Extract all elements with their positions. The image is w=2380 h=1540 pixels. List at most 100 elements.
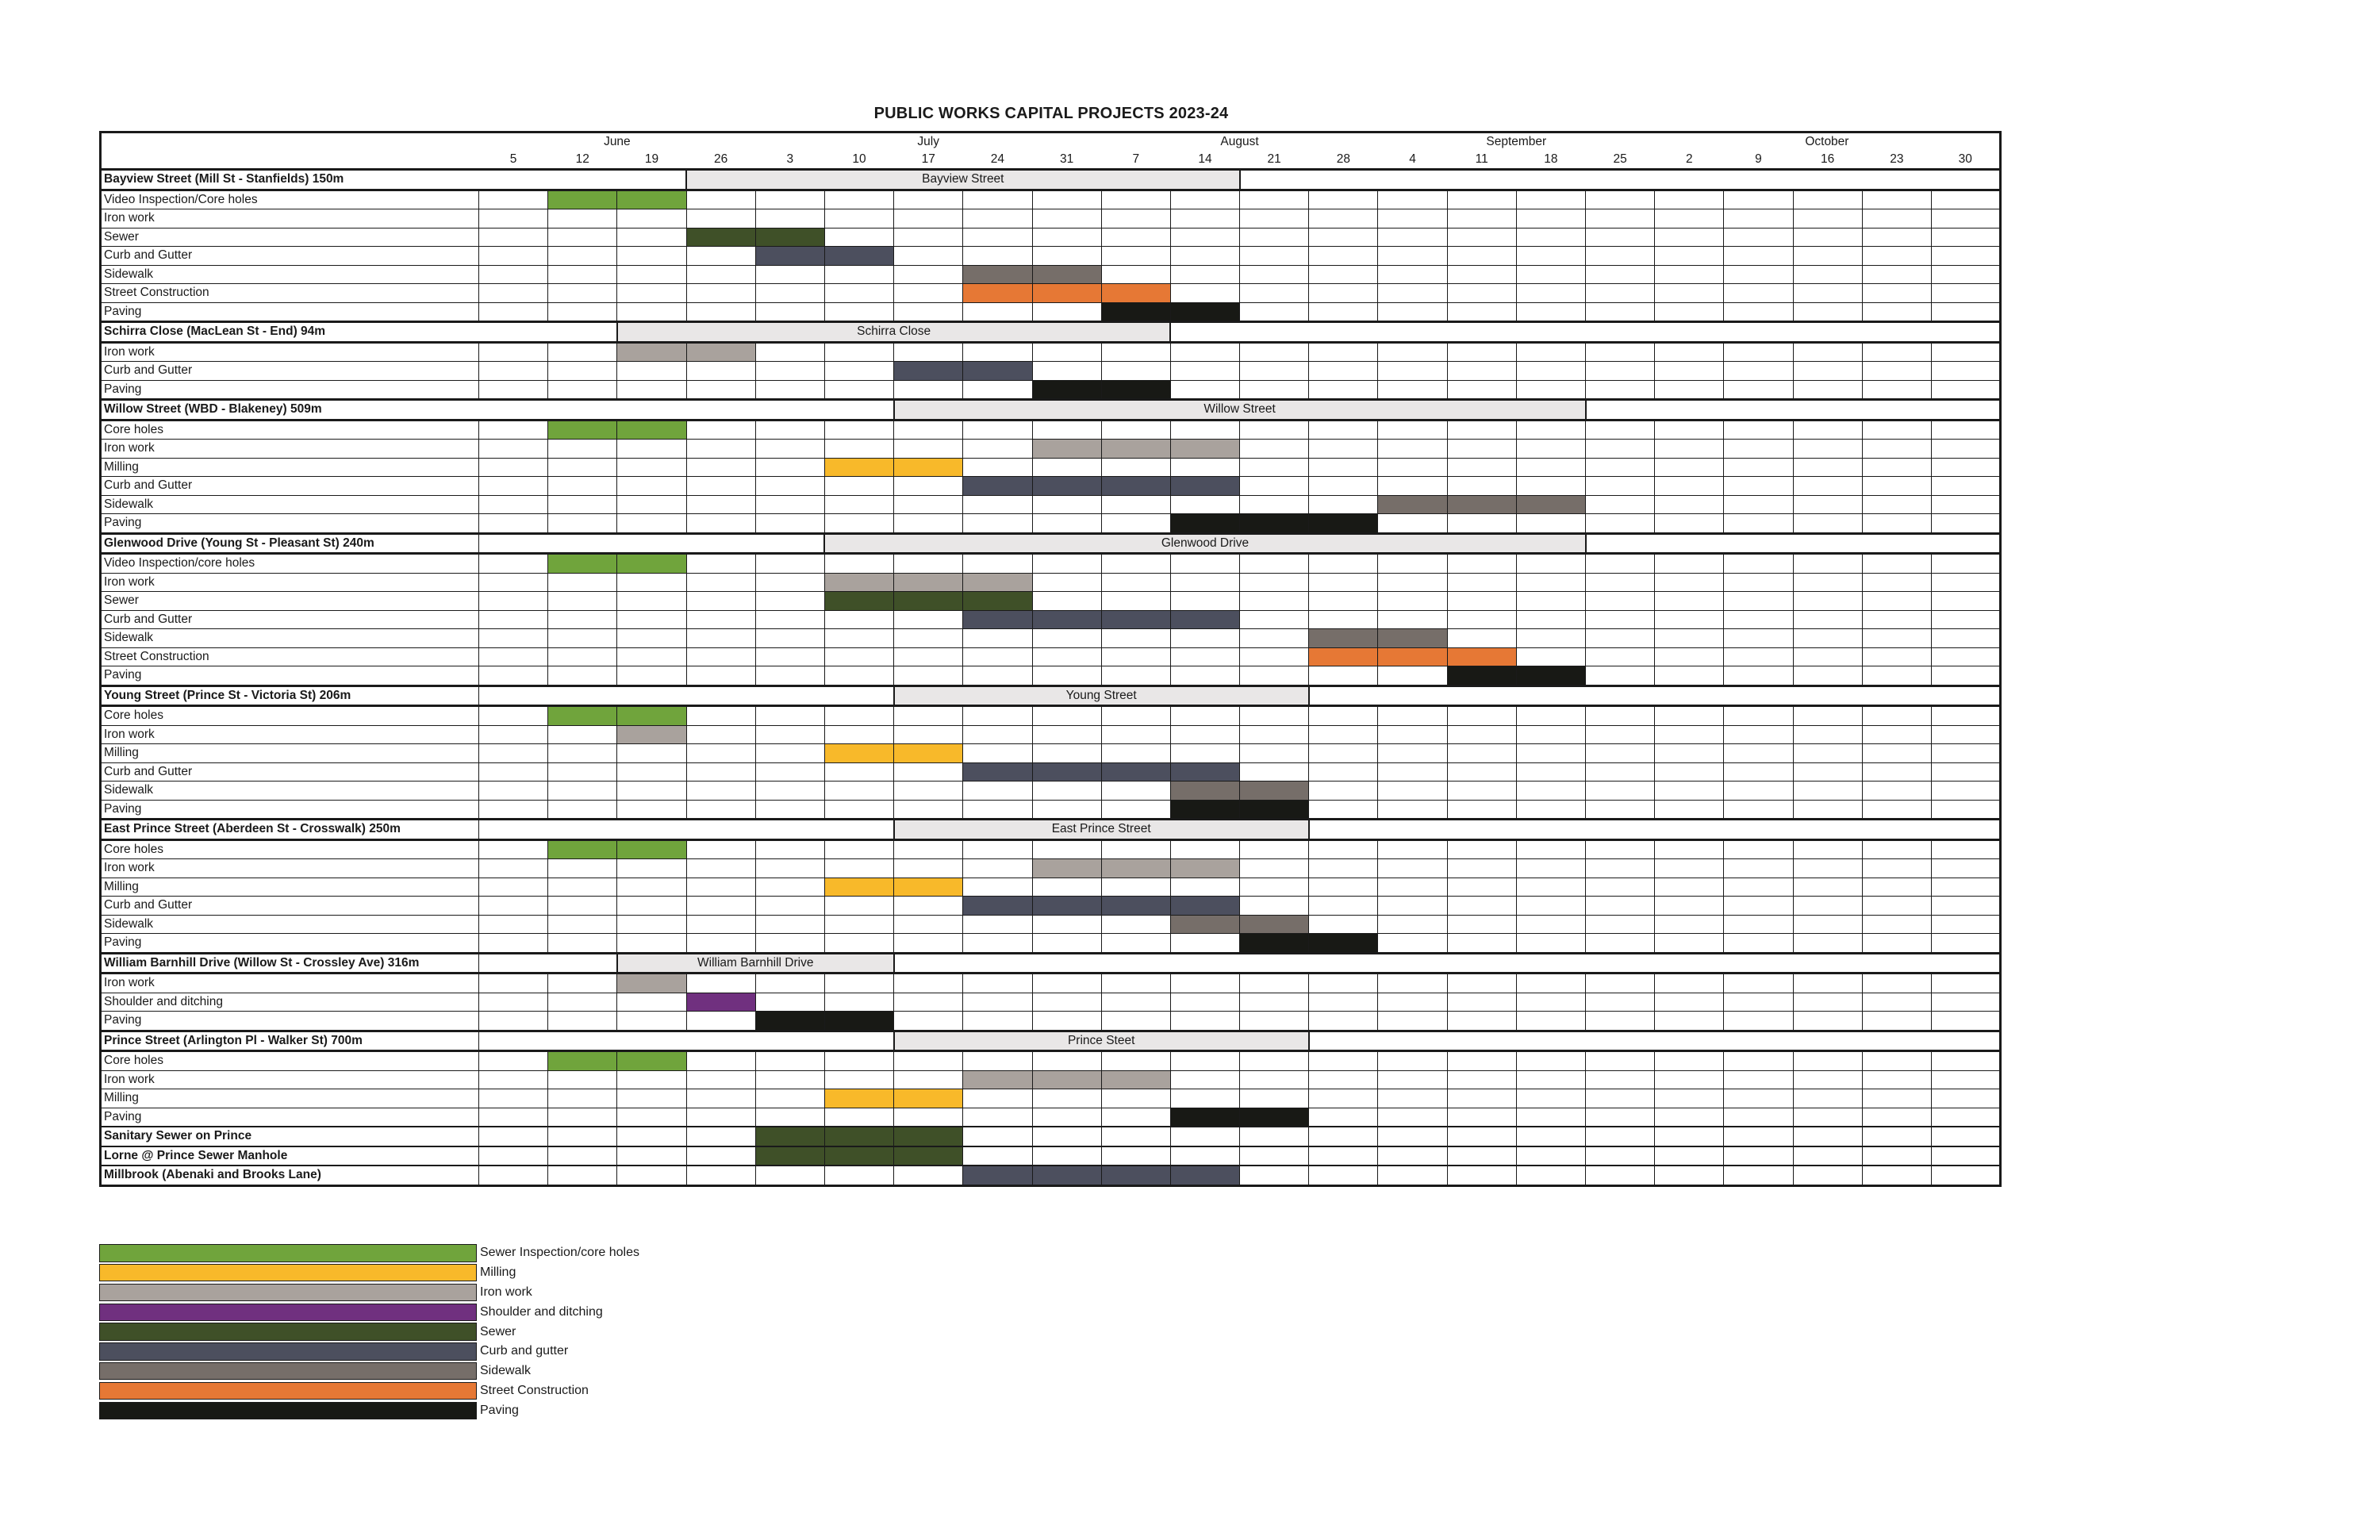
week-cell: [1308, 1070, 1379, 1089]
week-cell: [962, 647, 1033, 666]
week-cell: [962, 896, 1033, 916]
week-cell: [962, 914, 1033, 934]
week-cell: [1792, 628, 1863, 648]
week-cell: [1031, 476, 1102, 496]
week-cell: [1169, 609, 1241, 629]
task-label: Sidewalk: [100, 494, 479, 514]
week-cell: [1239, 513, 1310, 534]
week-cell: [1100, 494, 1171, 514]
week-cell: [616, 591, 687, 611]
week-cell: [1654, 799, 1725, 820]
week-cell: [1723, 933, 1794, 954]
week-cell: [1861, 379, 1932, 400]
week-cell: [1169, 762, 1241, 782]
week-label: 2: [1654, 151, 1724, 171]
week-cell: [1792, 341, 1863, 362]
week-cell: [1446, 1126, 1517, 1147]
week-cell: [1584, 264, 1656, 284]
week-cell: [1446, 379, 1517, 400]
week-cell: [1169, 341, 1241, 362]
week-cell: [1861, 553, 1932, 574]
week-cell: [1861, 628, 1932, 648]
week-cell: [962, 1050, 1033, 1071]
week-cell: [1100, 896, 1171, 916]
week-cell: [1169, 1089, 1241, 1108]
week-cell: [478, 666, 549, 686]
week-cell: [478, 762, 549, 782]
week-cell: [1861, 494, 1932, 514]
task-row: Paving: [100, 1011, 2002, 1031]
week-cell: [1584, 1145, 1656, 1166]
week-cell: [1723, 572, 1794, 592]
week-cell: [547, 933, 618, 954]
week-cell: [1861, 1089, 1932, 1108]
week-cell: [1584, 992, 1656, 1012]
week-cell: [1515, 361, 1587, 381]
week-cell: [893, 341, 964, 362]
week-cell: [823, 799, 895, 820]
week-cell: [1654, 705, 1725, 726]
week-cell: [754, 419, 825, 440]
week-cell: [478, 628, 549, 648]
week-cell: [823, 246, 895, 266]
week-cell: [547, 877, 618, 897]
week-cell: [478, 457, 549, 477]
week-cell: [1654, 1070, 1725, 1089]
week-cell: [1377, 705, 1448, 726]
week-cell: [1584, 896, 1656, 916]
week-cell: [893, 762, 964, 782]
week-cell: [1446, 799, 1517, 820]
task-label: Curb and Gutter: [100, 762, 479, 782]
week-cell: [685, 609, 756, 629]
week-cell: [1515, 591, 1587, 611]
project-header-row: Schirra Close (MacLean St - End) 94m Schi…: [99, 321, 2002, 344]
week-cell: [1446, 781, 1517, 801]
week-cell: [962, 839, 1033, 859]
week-cell: [547, 992, 618, 1012]
task-row: Curb and Gutter: [100, 896, 2002, 916]
week-cell: [962, 781, 1033, 801]
week-cell: [1377, 1089, 1448, 1108]
legend-label: Shoulder and ditching: [480, 1304, 603, 1319]
week-cell: [1100, 839, 1171, 859]
week-cell: [893, 799, 964, 820]
week-cell: [1861, 341, 1932, 362]
week-cell: [754, 973, 825, 993]
week-cell: [547, 781, 618, 801]
week-cell: [685, 743, 756, 763]
week-cell: [1169, 439, 1241, 459]
week-cell: [547, 1126, 618, 1147]
week-cell: [1239, 992, 1310, 1012]
week-cell: [1031, 914, 1102, 934]
week-cell: [1654, 1011, 1725, 1031]
week-cell: [685, 1011, 756, 1031]
week-cell: [893, 933, 964, 954]
week-cell: [1723, 264, 1794, 284]
week-label: 9: [1723, 151, 1794, 171]
week-cell: [685, 647, 756, 666]
week-cell: [1584, 341, 1656, 362]
week-cell: [616, 914, 687, 934]
week-cell: [478, 476, 549, 496]
week-cell: [1100, 379, 1171, 400]
week-cell: [1239, 189, 1310, 209]
week-cell: [1446, 457, 1517, 477]
task-label: Iron work: [100, 858, 479, 878]
task-row: Milling: [100, 877, 2002, 897]
week-cell: [893, 858, 964, 878]
week-cell: [1446, 858, 1517, 878]
week-cell: [478, 839, 549, 859]
week-cell: [685, 264, 756, 284]
week-cell: [1861, 209, 1932, 229]
week-cell: [754, 609, 825, 629]
week-cell: [1723, 553, 1794, 574]
week-cell: [1169, 209, 1241, 229]
week-cell: [1169, 494, 1241, 514]
week-label: 21: [1239, 151, 1309, 171]
week-cell: [478, 1126, 549, 1147]
week-cell: [1654, 724, 1725, 744]
week-cell: [754, 209, 825, 229]
week-cell: [1861, 992, 1932, 1012]
week-label: 28: [1308, 151, 1378, 171]
week-cell: [1031, 896, 1102, 916]
